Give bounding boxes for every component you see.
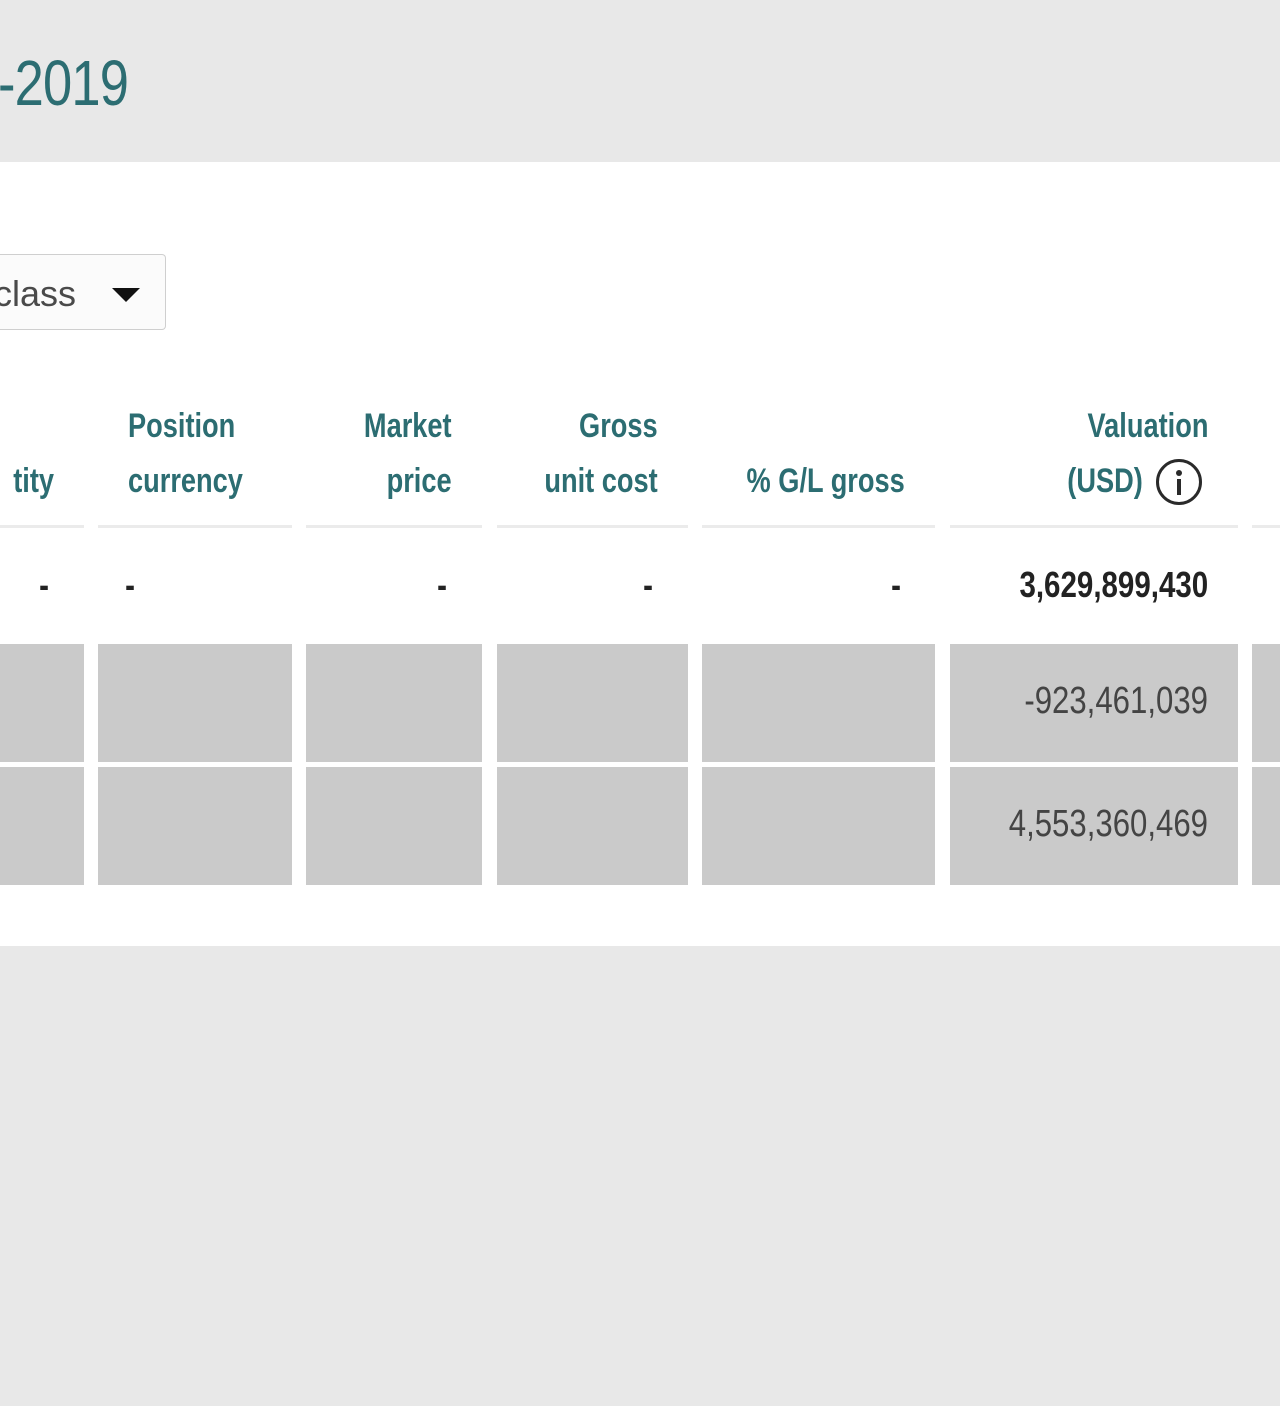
col-header-gl-gross[interactable]: % G/L gross	[702, 410, 935, 528]
col-header-gross-unit-cost-line1: Gross	[579, 407, 658, 445]
info-icon[interactable]	[1156, 459, 1202, 505]
group-by-dropdown[interactable]: class	[0, 254, 166, 330]
group-by-value: class	[0, 273, 77, 314]
col-header-gross-unit-cost-line2: unit cost	[544, 462, 658, 500]
cell-market-price: -	[437, 564, 447, 605]
row2-valuation-value: 4,553,360,469	[1008, 803, 1208, 845]
col-header-market-price[interactable]: Market price	[306, 407, 482, 528]
col-header-valuation-line1: Valuation	[1087, 407, 1208, 445]
row1-cell-position-currency	[98, 644, 292, 762]
col-header-market-price-line2: price	[386, 462, 452, 500]
row2-cell-quantity	[0, 767, 84, 885]
row1-cell-next	[1252, 644, 1280, 762]
cell-quantity: -	[39, 564, 49, 605]
row1-cell-market-price	[306, 644, 482, 762]
row2-cell-next	[1252, 767, 1280, 885]
cell-gross-unit-cost: -	[643, 564, 653, 605]
col-header-position-currency[interactable]: Position currency	[98, 407, 292, 528]
col-header-position-currency-line2: currency	[128, 462, 243, 500]
row1-cell-quantity	[0, 644, 84, 762]
row1-cell-gross-unit-cost	[497, 644, 688, 762]
row2-cell-valuation: 4,553,360,469	[950, 767, 1238, 885]
row2-cell-position-currency	[98, 767, 292, 885]
caret-down-icon	[112, 288, 140, 302]
col-header-next	[1252, 410, 1280, 528]
cell-position-currency: -	[125, 564, 135, 605]
col-header-valuation[interactable]: Valuation (USD)	[950, 407, 1238, 528]
row1-valuation-value: -923,461,039	[1024, 680, 1208, 722]
col-header-position-currency-line1: Position	[128, 407, 236, 445]
row1-cell-gl-gross	[702, 644, 935, 762]
col-header-valuation-line2: (USD)	[1066, 462, 1143, 500]
row2-cell-gl-gross	[702, 767, 935, 885]
col-header-quantity[interactable]: tity	[0, 410, 84, 528]
col-header-gl-gross-label: % G/L gross	[746, 462, 905, 500]
positions-panel: class tity Position currency Market pric…	[0, 162, 1280, 946]
page-title: -2019	[0, 47, 129, 119]
row2-cell-market-price	[306, 767, 482, 885]
row2-cell-gross-unit-cost	[497, 767, 688, 885]
row1-cell-valuation: -923,461,039	[950, 644, 1238, 762]
cell-gl-gross: -	[891, 564, 901, 605]
col-header-quantity-label: tity	[13, 462, 54, 500]
col-header-market-price-line1: Market	[364, 407, 452, 445]
cell-valuation-total: 3,629,899,430	[1019, 564, 1208, 605]
col-header-gross-unit-cost[interactable]: Gross unit cost	[497, 407, 688, 528]
